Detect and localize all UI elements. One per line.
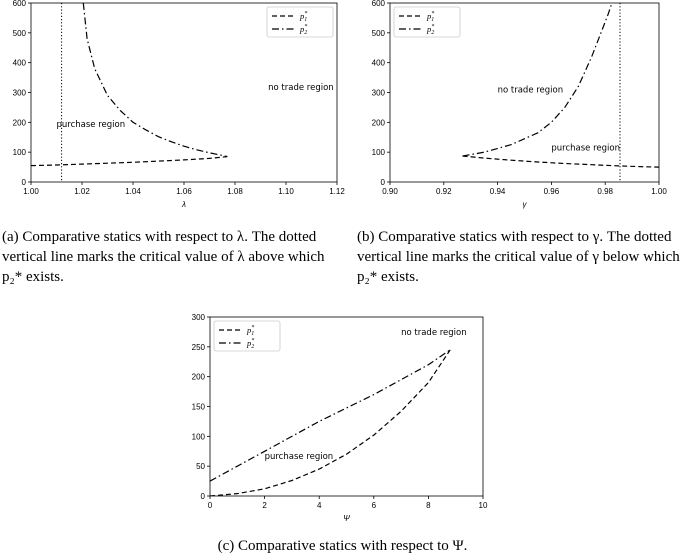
- x-tick-label: 2: [262, 501, 267, 510]
- y-tick-label: 500: [372, 29, 386, 38]
- series-1-line: [31, 156, 228, 167]
- region-annotation: purchase region: [551, 144, 620, 154]
- y-tick-label: 400: [372, 59, 386, 68]
- y-tick-label: 400: [13, 59, 27, 68]
- region-annotation: no trade region: [498, 86, 564, 96]
- series-1-line: [210, 349, 451, 496]
- series-2-line: [210, 349, 451, 482]
- x-tick-label: 0.98: [597, 187, 613, 196]
- y-tick-label: 300: [192, 313, 206, 322]
- y-tick-label: 600: [13, 0, 27, 8]
- y-tick-label: 50: [196, 462, 205, 471]
- x-tick-label: 0.96: [544, 187, 560, 196]
- x-tick-label: 8: [426, 501, 431, 510]
- region-annotation: purchase region: [57, 120, 126, 130]
- chart-panel-2: 0.90 0.92 0.94 0.96 0.98 1.00 0 100 200 300 400 500…: [372, 0, 668, 209]
- x-tick-label: 1.06: [176, 187, 192, 196]
- y-tick-label: 200: [192, 373, 206, 382]
- y-tick-label: 200: [372, 118, 386, 127]
- legend-label: p2*: [246, 338, 254, 350]
- legend-label: p1*: [426, 11, 434, 23]
- x-tick-label: 10: [479, 501, 488, 510]
- series-2-line: [82, 3, 228, 158]
- x-tick-label: 1.12: [329, 187, 345, 196]
- x-tick-label: 1.02: [74, 187, 90, 196]
- x-tick-label: 1.00: [23, 187, 39, 196]
- legend-label: p1*: [246, 325, 254, 337]
- x-tick-label: 1.08: [227, 187, 243, 196]
- y-tick-label: 500: [13, 29, 27, 38]
- caption-b: (b) Comparative statics with respect to …: [357, 229, 680, 285]
- region-annotation: purchase region: [265, 452, 334, 462]
- caption-c: (c) Comparative statics with respect to …: [217, 538, 468, 554]
- y-tick-label: 100: [372, 148, 386, 157]
- x-tick-label: 0: [208, 501, 213, 510]
- x-tick-label: 1.04: [125, 187, 141, 196]
- x-tick-label: 1.10: [278, 187, 294, 196]
- legend-label: p1*: [299, 11, 307, 23]
- legend: p1*p2*: [393, 6, 461, 38]
- x-tick-label: 0.92: [436, 187, 452, 196]
- legend-label: p2*: [299, 24, 307, 36]
- y-tick-label: 150: [192, 403, 206, 412]
- caption-a: (a) Comparative statics with respect to …: [2, 229, 325, 285]
- series-2-line: [462, 3, 613, 157]
- legend: p1*p2*: [213, 320, 281, 352]
- x-tick-label: 4: [317, 501, 322, 510]
- y-tick-label: 250: [192, 343, 206, 352]
- y-tick-label: 100: [192, 432, 206, 441]
- x-tick-label: 1.00: [651, 187, 667, 196]
- x-tick-label: 0.90: [382, 187, 398, 196]
- x-tick-label: 6: [372, 501, 377, 510]
- y-tick-label: 200: [13, 118, 27, 127]
- y-tick-label: 300: [13, 89, 27, 98]
- y-tick-label: 0: [381, 178, 386, 187]
- y-tick-label: 100: [13, 148, 27, 157]
- legend-label: p2*: [426, 24, 434, 36]
- y-tick-label: 600: [372, 0, 386, 8]
- legend: p1*p2*: [266, 6, 334, 38]
- x-tick-label: 0.94: [490, 187, 506, 196]
- x-axis-label: γ: [523, 200, 528, 209]
- region-annotation: no trade region: [401, 328, 467, 338]
- chart-panel-1: 1.00 1.02 1.04 1.06 1.08 1.10 1.12 0 100 200 300 40…: [13, 0, 346, 209]
- x-axis-label: λ: [181, 200, 186, 209]
- region-annotation: no trade region: [268, 83, 334, 93]
- series-1-line: [462, 155, 659, 168]
- x-axis-label: Ψ: [343, 514, 350, 523]
- y-tick-label: 300: [372, 89, 386, 98]
- y-tick-label: 0: [201, 492, 206, 501]
- y-tick-label: 0: [22, 178, 27, 187]
